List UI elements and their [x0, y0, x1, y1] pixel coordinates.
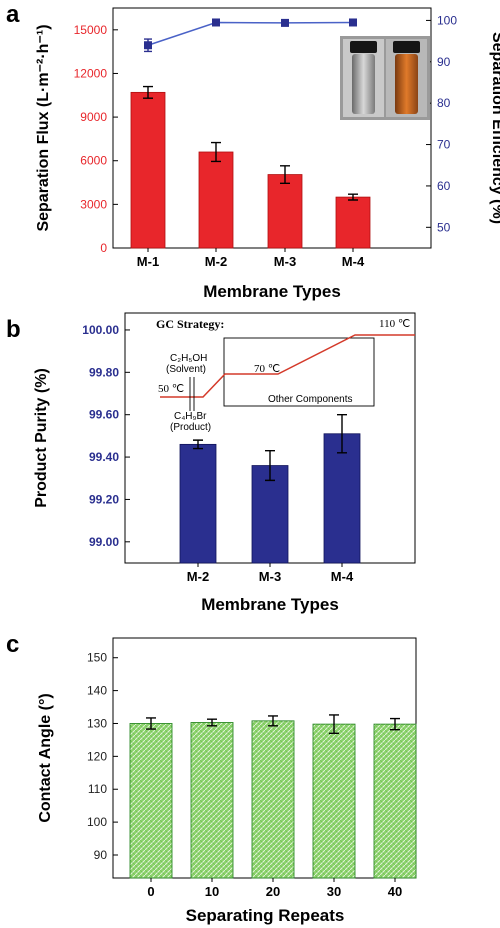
bar-c-20 — [251, 720, 295, 879]
ytick-label-c: 150 — [87, 651, 107, 665]
errorbar-a-M-1 — [143, 85, 153, 99]
errorbar-c-0 — [146, 717, 156, 730]
gc-label-110c: 110 ℃ — [379, 318, 410, 330]
xtick-label-b: M-4 — [331, 569, 354, 584]
panel-label-a: a — [6, 1, 20, 28]
point-efficiency-M-4 — [349, 18, 357, 27]
ytick-label-a: 3000 — [80, 197, 107, 211]
bar-a-M-4 — [335, 196, 371, 249]
gc-strategy-inset: GC Strategy: 50 ℃ 70 ℃ 110 ℃ C₂H₅OH (Sol… — [156, 317, 415, 433]
ytick-label-c: 100 — [87, 815, 107, 829]
gc-label-50c: 50 ℃ — [158, 383, 184, 395]
errorbar-c-40 — [390, 717, 400, 731]
chart-b: 99.00 99.20 99.40 99.60 99.80 100.00 M-2 M-3 M-… — [33, 312, 416, 614]
gc-label-solvent-formula: C₂H₅OH — [170, 353, 207, 364]
bar-b-M-3 — [251, 465, 289, 564]
ytick-label-b: 99.80 — [89, 365, 119, 379]
ytick-label-c: 120 — [87, 749, 107, 763]
gc-label-other-components: Other Components — [268, 394, 353, 405]
axis-title-y-b: Product Purity (%) — [33, 368, 50, 508]
axis-title-x-c: Separating Repeats — [186, 906, 345, 925]
point-efficiency-M-2 — [212, 18, 220, 27]
y2tick-label-a: 60 — [437, 179, 451, 193]
xtick-label-c: 30 — [327, 884, 341, 899]
gc-other-components-box — [223, 337, 375, 407]
gc-title: GC Strategy: — [156, 317, 224, 331]
xtick-label-c: 20 — [266, 884, 280, 899]
y2tick-label-a: 90 — [437, 55, 451, 69]
bar-a-M-2 — [198, 151, 234, 249]
axis-title-y2-a: Separation Efficiency (%) — [489, 32, 500, 224]
xtick-label-b: M-2 — [187, 569, 209, 584]
axis-title-x-a: Membrane Types — [203, 282, 341, 301]
point-efficiency-M-3 — [281, 18, 289, 27]
axis-title-y-a: Separation Flux (L·m⁻²·h⁻¹) — [35, 24, 52, 231]
y2tick-label-a: 100 — [437, 13, 457, 27]
ytick-label-a: 6000 — [80, 154, 107, 168]
xtick-label-a: M-1 — [137, 254, 159, 269]
ytick-label-b: 100.00 — [82, 323, 119, 337]
y2tick-label-a: 80 — [437, 96, 451, 110]
series-line-efficiency — [147, 21, 354, 46]
errorbar-a-M-3 — [280, 165, 290, 184]
gc-label-solvent: (Solvent) — [166, 364, 206, 375]
xtick-label-c: 10 — [205, 884, 219, 899]
bar-b-M-2 — [179, 443, 217, 564]
errorbar-a-M-2 — [211, 141, 221, 163]
ytick-label-c: 90 — [94, 848, 108, 862]
errorbar-c-30 — [329, 714, 339, 735]
errorbar-c-10 — [207, 718, 217, 727]
xtick-label-c: 0 — [147, 884, 154, 899]
gc-label-product: (Product) — [170, 422, 211, 433]
axis-title-x-b: Membrane Types — [201, 595, 339, 614]
bar-c-30 — [312, 723, 356, 879]
bar-c-0 — [129, 723, 173, 879]
ytick-label-b: 99.60 — [89, 408, 119, 422]
errorbar-c-20 — [268, 715, 278, 727]
axis-title-y-c: Contact Angle (°) — [37, 693, 54, 822]
inset-photo-vials — [340, 36, 430, 120]
ytick-label-b: 99.00 — [89, 535, 119, 549]
bar-c-40 — [373, 723, 417, 879]
xtick-label-c: 40 — [388, 884, 402, 899]
bar-a-M-3 — [267, 174, 303, 249]
gc-label-product-formula: C₄H₉Br — [174, 411, 207, 422]
ytick-label-b: 99.40 — [89, 450, 119, 464]
errorbar-b-M-2 — [193, 439, 203, 450]
bar-a-M-1 — [130, 91, 166, 249]
point-efficiency-M-1 — [144, 41, 152, 50]
errorbar-b-M-3 — [265, 450, 275, 482]
panel-label-b: b — [6, 316, 21, 343]
xtick-label-a: M-3 — [274, 254, 296, 269]
ytick-label-c: 140 — [87, 684, 107, 698]
xtick-label-a: M-4 — [342, 254, 365, 269]
ytick-label-c: 110 — [88, 782, 107, 796]
ytick-label-a: 9000 — [80, 110, 107, 124]
y2tick-label-a: 70 — [437, 138, 451, 152]
xtick-label-b: M-3 — [259, 569, 281, 584]
gc-temperature-line — [160, 334, 415, 398]
chart-c: 90 100 110 120 130 140 150 0 10 20 30 40 Separatin… — [37, 637, 417, 925]
gc-label-70c: 70 ℃ — [254, 363, 280, 375]
ytick-label-a: 0 — [100, 241, 107, 255]
bar-c-10 — [190, 722, 234, 879]
errorbar-b-M-4 — [337, 413, 347, 454]
errorbar-a-M-4 — [348, 193, 358, 201]
panel-label-c: c — [6, 631, 19, 658]
bar-b-M-4 — [323, 433, 361, 564]
ytick-label-b: 99.20 — [89, 492, 119, 506]
y2tick-label-a: 50 — [437, 220, 451, 234]
chart-a: 0 3000 6000 9000 12000 15000 50 60 70 80 90 100 M-… — [35, 7, 500, 301]
ytick-label-c: 130 — [87, 716, 107, 730]
xtick-label-a: M-2 — [205, 254, 227, 269]
ytick-label-a: 15000 — [74, 23, 108, 37]
ytick-label-a: 12000 — [74, 66, 108, 80]
